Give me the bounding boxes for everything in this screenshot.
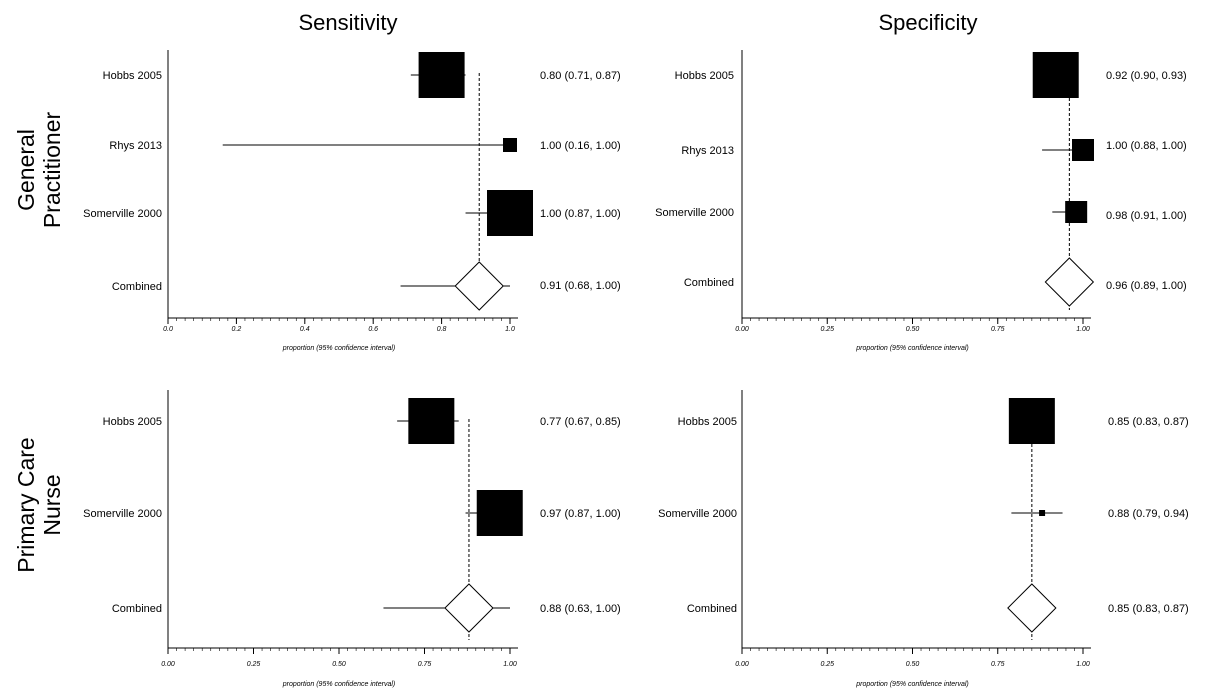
study-label: Somerville 2000 [658,508,737,520]
combined-estimate-diamond [1007,583,1057,633]
combined-label: Combined [112,281,162,293]
study-label: Somerville 2000 [655,207,734,219]
study-estimate-text: 0.92 (0.90, 0.93) [1106,70,1187,82]
x-tick-label: 0.0 [163,326,173,333]
x-tick-label: 0.8 [437,326,447,333]
row-title-primary-care-nurse-line2: Nurse [39,474,65,535]
study-estimate-text: 0.77 (0.67, 0.85) [540,416,621,428]
x-tick-label: 0.50 [906,326,920,333]
combined-estimate-text: 0.85 (0.83, 0.87) [1108,603,1189,615]
x-tick-label: 0.75 [991,326,1005,333]
forest-panel-1: 0.0 0.2 0.4 0.6 0.8 1.0 proportion (95% confid… [83,50,621,352]
study-label: Hobbs 2005 [675,70,734,82]
combined-estimate-text: 0.88 (0.63, 1.00) [540,603,621,615]
row-title-general-practitioner-line2: Practitioner [39,111,65,228]
row-title-general-practitioner-line1: General [13,129,39,211]
x-tick-label: 0.00 [161,661,175,668]
x-axis-label: proportion (95% confidence interval) [282,681,395,688]
study-label: Somerville 2000 [83,208,162,220]
x-tick-label: 0.75 [991,661,1005,668]
x-tick-label: 1.00 [1076,661,1090,668]
combined-label: Combined [684,277,734,289]
study-estimate-square [487,190,533,236]
x-axis-label: proportion (95% confidence interval) [855,681,968,688]
study-estimate-square [1072,139,1094,161]
combined-label: Combined [112,603,162,615]
study-estimate-square [503,138,517,152]
x-tick-label: 1.00 [503,661,517,668]
study-estimate-text: 1.00 (0.88, 1.00) [1106,140,1187,152]
forest-panels: 0.0 0.2 0.4 0.6 0.8 1.0 proportion (95% confid… [83,50,1189,688]
combined-estimate-diamond [444,583,494,633]
x-axis-label: proportion (95% confidence interval) [282,345,395,352]
forest-panel-3: 0.00 0.25 0.50 0.75 1.00 proportion (95% conf… [83,390,621,688]
combined-estimate-text: 0.96 (0.89, 1.00) [1106,280,1187,292]
study-estimate-text: 0.88 (0.79, 0.94) [1108,508,1189,520]
study-label: Rhys 2013 [109,140,162,152]
study-estimate-square [1065,201,1088,223]
study-estimate-square [1039,510,1046,516]
forest-panel-4: 0.00 0.25 0.50 0.75 1.00 proportion (95% conf… [658,390,1189,688]
combined-label: Combined [687,603,737,615]
x-tick-label: 0.75 [418,661,432,668]
study-label: Somerville 2000 [83,508,162,520]
x-tick-label: 0.50 [332,661,346,668]
x-tick-label: 0.25 [820,661,834,668]
study-estimate-text: 0.97 (0.87, 1.00) [540,508,621,520]
x-tick-label: 0.00 [735,326,749,333]
study-estimate-square [1032,52,1079,98]
combined-estimate-diamond [1044,257,1095,307]
x-tick-label: 0.50 [906,661,920,668]
x-tick-label: 0.2 [232,326,242,333]
x-tick-label: 0.25 [820,326,834,333]
x-tick-label: 0.00 [735,661,749,668]
combined-estimate-diamond [454,261,504,311]
study-estimate-square [1008,398,1055,444]
combined-estimate-text: 0.91 (0.68, 1.00) [540,280,621,292]
study-estimate-text: 1.00 (0.87, 1.00) [540,208,621,220]
study-estimate-text: 0.85 (0.83, 0.87) [1108,416,1189,428]
study-estimate-text: 0.80 (0.71, 0.87) [540,70,621,82]
forest-panel-2: 0.00 0.25 0.50 0.75 1.00 proportion (95% conf… [655,50,1187,352]
row-title-general-practitioner: General Practitioner [13,111,65,228]
row-title-primary-care-nurse: Primary Care Nurse [13,437,65,572]
x-tick-label: 0.4 [300,326,310,333]
study-label: Hobbs 2005 [678,416,737,428]
column-title-sensitivity: Sensitivity [298,10,397,35]
study-estimate-square [476,490,523,536]
study-label: Hobbs 2005 [103,70,162,82]
study-estimate-text: 0.98 (0.91, 1.00) [1106,210,1187,222]
x-tick-label: 0.6 [368,326,378,333]
x-tick-label: 1.00 [1076,326,1090,333]
study-estimate-square [418,52,465,98]
study-estimate-square [408,398,455,444]
x-tick-label: 1.0 [505,326,515,333]
study-estimate-text: 1.00 (0.16, 1.00) [540,140,621,152]
study-label: Rhys 2013 [681,145,734,157]
x-axis-label: proportion (95% confidence interval) [855,345,968,352]
x-tick-label: 0.25 [247,661,261,668]
row-title-primary-care-nurse-line1: Primary Care [13,437,39,572]
column-title-specificity: Specificity [878,10,977,35]
study-label: Hobbs 2005 [103,416,162,428]
